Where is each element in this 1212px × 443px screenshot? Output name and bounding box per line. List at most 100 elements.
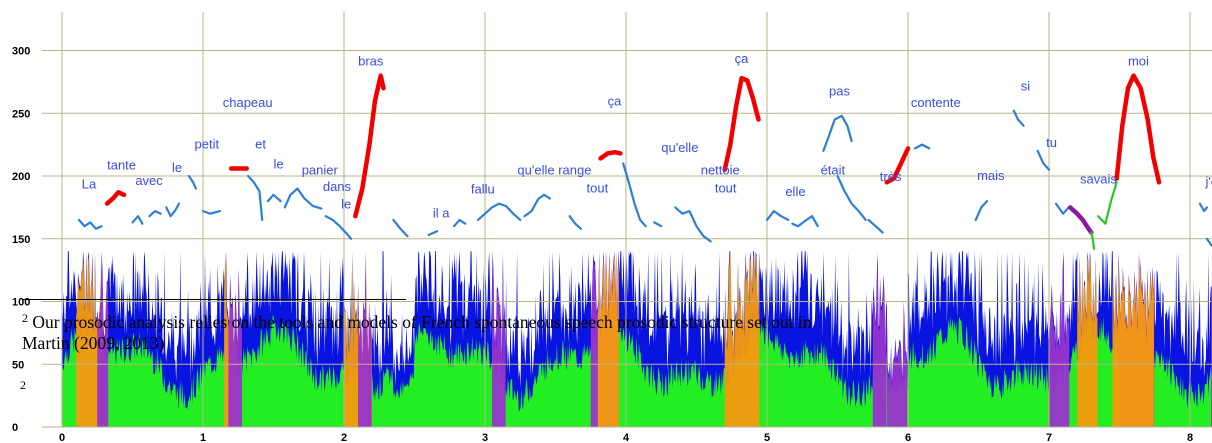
footnote-rule bbox=[22, 299, 406, 300]
word-label: pas bbox=[829, 84, 850, 99]
footnote-line2: Martin (2009, 2013) bbox=[22, 333, 165, 353]
word-label: le bbox=[274, 156, 284, 171]
energy-band-5 bbox=[358, 255, 372, 427]
word-label: qu'elle bbox=[661, 140, 698, 155]
word-label: tout bbox=[587, 180, 609, 195]
energy-band-1 bbox=[97, 255, 109, 427]
word-label: mais bbox=[977, 168, 1005, 183]
word-label: avec bbox=[135, 173, 163, 188]
word-label: ça bbox=[608, 94, 623, 109]
word-label: tu bbox=[1046, 135, 1057, 150]
energy-band-12 bbox=[1049, 255, 1070, 427]
y-tick-label: 50 bbox=[12, 359, 24, 371]
pitch-segment-25 bbox=[791, 215, 819, 228]
pitch-segment-36 bbox=[1090, 231, 1096, 250]
pitch-segment-37 bbox=[1097, 181, 1118, 225]
word-label: et bbox=[255, 136, 266, 151]
word-label: tout bbox=[715, 180, 737, 195]
word-label: nettoie bbox=[701, 163, 740, 178]
energy-band-3 bbox=[228, 271, 242, 427]
energy-band-10 bbox=[872, 255, 887, 427]
pitch-segment-17 bbox=[523, 193, 551, 218]
pitch-segment-15 bbox=[452, 218, 467, 228]
pitch-segment-14 bbox=[427, 230, 439, 237]
pitch-segment-18 bbox=[568, 215, 582, 230]
energy-envelope bbox=[62, 251, 1212, 427]
word-label: contente bbox=[911, 95, 961, 110]
word-label: tante bbox=[107, 158, 136, 173]
x-tick-label: 7 bbox=[1046, 432, 1052, 443]
footnote: 2 Our prosodic analysis relies on the to… bbox=[22, 308, 1212, 354]
word-label: fallu bbox=[471, 182, 495, 197]
word-label: La bbox=[82, 177, 97, 192]
pitch-segment-27 bbox=[836, 174, 867, 221]
energy-band-15 bbox=[1112, 255, 1154, 427]
footnote-number: 2 bbox=[22, 311, 28, 325]
pitch-segment-4 bbox=[165, 202, 181, 218]
energy-band-0 bbox=[76, 255, 105, 427]
word-label: panier bbox=[302, 163, 339, 178]
pitch-segment-28 bbox=[867, 218, 884, 234]
word-label: était bbox=[821, 163, 846, 178]
pitch-segment-6 bbox=[201, 210, 221, 215]
x-tick-label: 1 bbox=[200, 432, 206, 443]
y-tick-label: 250 bbox=[12, 108, 30, 120]
pitch-segment-35 bbox=[1067, 205, 1094, 235]
y-tick-label: 300 bbox=[12, 46, 30, 58]
pitch-segment-19 bbox=[598, 149, 623, 161]
pitch-segment-34 bbox=[1054, 202, 1070, 215]
energy-band-6 bbox=[492, 255, 506, 427]
footnote-line1: Our prosodic analysis relies on the tool… bbox=[32, 312, 812, 332]
energy-band-13 bbox=[1077, 255, 1098, 427]
word-label: j'étais bbox=[1205, 174, 1212, 189]
pitch-segment-8 bbox=[247, 174, 264, 221]
x-tick-label: 6 bbox=[905, 432, 911, 443]
pitch-segment-0 bbox=[77, 218, 103, 230]
word-label: moi bbox=[1128, 54, 1149, 69]
word-label: chapeau bbox=[223, 95, 273, 110]
pitch-segment-22 bbox=[674, 206, 712, 243]
word-label: bras bbox=[358, 54, 384, 69]
x-tick-label: 8 bbox=[1187, 432, 1193, 443]
pitch-segment-21 bbox=[653, 221, 663, 228]
pitch-segment-20 bbox=[622, 162, 647, 228]
word-label: il a bbox=[433, 205, 450, 220]
pitch-segment-30 bbox=[913, 143, 931, 150]
pitch-segment-12 bbox=[353, 73, 386, 219]
word-label: qu'elle range bbox=[517, 163, 591, 178]
energy-band-8 bbox=[597, 255, 619, 427]
pitch-segment-5 bbox=[187, 174, 197, 190]
grid bbox=[42, 12, 1212, 428]
x-tick-label: 3 bbox=[482, 432, 488, 443]
y-tick-label: 0 bbox=[12, 422, 18, 434]
pitch-segment-1 bbox=[104, 190, 127, 206]
pitch-segment-16 bbox=[476, 202, 522, 221]
x-tick-label: 0 bbox=[59, 432, 65, 443]
pitch-segment-9 bbox=[266, 193, 282, 203]
word-label: savais bbox=[1080, 172, 1117, 187]
energy-band-11 bbox=[886, 305, 908, 427]
x-tick-label: 5 bbox=[764, 432, 770, 443]
pitch-segment-23 bbox=[722, 75, 761, 172]
pitch-segment-38 bbox=[1114, 73, 1162, 185]
word-label: ça bbox=[735, 51, 750, 66]
pitch-segment-13 bbox=[392, 218, 409, 238]
pitch-segment-29 bbox=[884, 146, 911, 185]
pitch-segment-40 bbox=[1205, 237, 1212, 247]
word-label: très bbox=[880, 169, 902, 184]
word-label: si bbox=[1021, 79, 1031, 94]
x-tick-label: 2 bbox=[341, 432, 347, 443]
word-label: petit bbox=[195, 136, 220, 151]
pitch-segment-39 bbox=[1198, 202, 1208, 213]
pitch-segment-31 bbox=[974, 200, 989, 221]
pitch-contour bbox=[77, 73, 1212, 250]
word-label: dans bbox=[323, 179, 352, 194]
word-label: le bbox=[172, 160, 182, 175]
x-tick-label: 4 bbox=[623, 432, 630, 443]
word-label: elle bbox=[785, 184, 805, 199]
energy-band-9 bbox=[724, 255, 760, 427]
footnote-page-mark: 2 bbox=[20, 378, 26, 392]
